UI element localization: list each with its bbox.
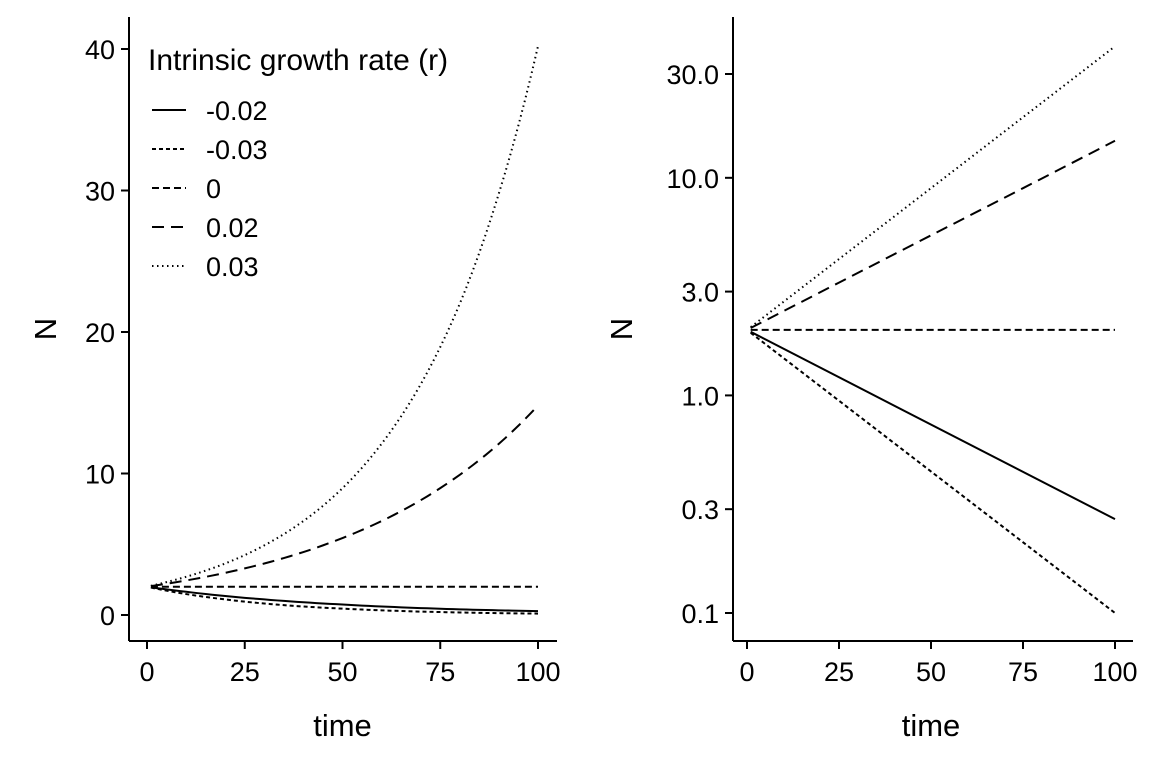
- x-tick-label: 100: [515, 657, 560, 687]
- x-tick-label: 75: [1008, 657, 1038, 687]
- x-tick-label: 50: [916, 657, 946, 687]
- series-line-r-0-03: [150, 586, 539, 615]
- y-tick-label: 30: [85, 177, 115, 207]
- legend-label: 0.03: [206, 252, 259, 282]
- legend-label: 0: [206, 174, 221, 204]
- legend-label: 0.02: [206, 213, 259, 243]
- series-line-r-0-02: [150, 586, 539, 613]
- series-line-r-0-03: [150, 45, 539, 587]
- y-tick-label: 3.0: [681, 278, 719, 308]
- x-tick-label: 25: [230, 657, 260, 687]
- right-panel-log-scale: 0 25 50 75 100 0.1 0.3 1.0 3.0 10.0 30.0 time N: [604, 17, 1138, 743]
- legend-title: Intrinsic growth rate (r): [148, 44, 448, 77]
- x-tick-label: 0: [139, 657, 154, 687]
- legend-label: -0.03: [206, 135, 268, 165]
- x-tick-label: 100: [1092, 657, 1137, 687]
- legend-label: -0.02: [206, 96, 268, 126]
- x-tick-label: 50: [327, 657, 357, 687]
- series-line-r-0-02: [750, 139, 1116, 329]
- x-tick-label: 0: [739, 657, 754, 687]
- y-axis-title: N: [604, 318, 639, 340]
- y-tick-label: 1.0: [681, 381, 719, 411]
- x-tick-label: 25: [824, 657, 854, 687]
- y-tick-label: 0: [100, 601, 115, 631]
- y-axis-title: N: [28, 318, 63, 340]
- left-panel-linear-scale: 0 25 50 75 100 0 10 20 30 40 time N Intrinsic growth…: [28, 17, 561, 743]
- y-tick-label: 10: [85, 460, 115, 490]
- series-line-r-0-02: [150, 404, 539, 588]
- series-line-r-0-03: [750, 331, 1116, 614]
- y-tick-label: 20: [85, 318, 115, 348]
- y-tick-label: 0.3: [681, 495, 719, 525]
- x-tick-label: 75: [425, 657, 455, 687]
- y-tick-label: 30.0: [666, 60, 719, 90]
- x-axis-title: time: [313, 708, 372, 743]
- series-line-r-0-02: [750, 330, 1116, 521]
- y-tick-label: 10.0: [666, 164, 719, 194]
- x-axis-title: time: [902, 708, 961, 743]
- legend: Intrinsic growth rate (r) -0.02 -0.03 0 0.02…: [148, 44, 448, 282]
- y-tick-label: 40: [85, 35, 115, 65]
- series-line-r-0-03: [750, 45, 1116, 328]
- y-tick-label: 0.1: [681, 599, 719, 629]
